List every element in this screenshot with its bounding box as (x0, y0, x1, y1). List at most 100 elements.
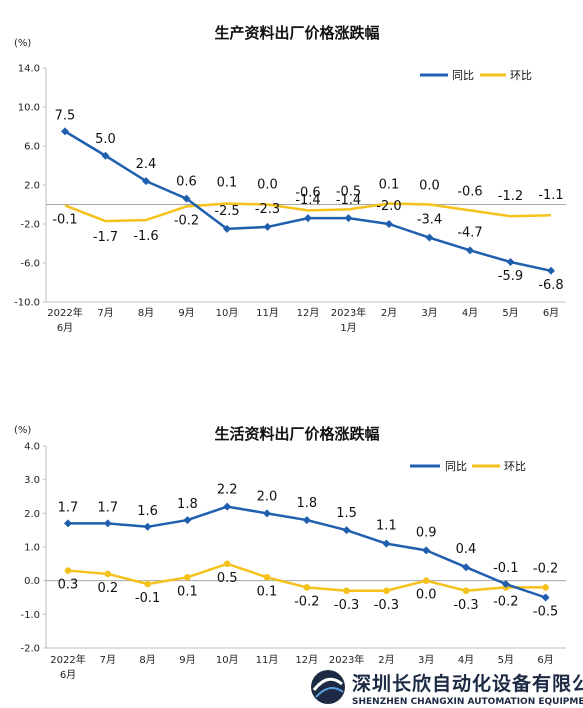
data-point-yoy (506, 258, 515, 267)
data-point-mom (383, 587, 390, 595)
data-point-yoy (263, 222, 272, 231)
data-label-yoy: 0.6 (176, 175, 197, 190)
data-point-yoy (142, 177, 150, 186)
x-tick-label: 1月 (340, 322, 356, 334)
y-axis-unit: (%) (14, 425, 31, 436)
plot-area: 4.0 3.0 2.0 1.0 0.0 -1.0 -2.0 2022年 6月 7月 8月 9月 10月 1… (20, 442, 566, 681)
data-point-yoy (425, 233, 434, 242)
data-label-mom: -0.1 (52, 212, 77, 227)
data-label-yoy: 7.5 (55, 108, 76, 123)
data-point-mom (223, 560, 231, 568)
x-tick-label: 2月 (378, 654, 394, 666)
data-label-yoy: -0.1 (493, 561, 518, 576)
data-point-mom (184, 574, 191, 581)
data-label-yoy: 1.1 (376, 519, 397, 534)
company-name-en: SHENZHEN CHANGXIN AUTOMATION EQUIPMENT C… (352, 697, 583, 707)
data-point-yoy (64, 519, 72, 528)
data-label-yoy: 1.7 (58, 500, 79, 515)
data-label-mom: 0.2 (97, 581, 118, 596)
x-tick-label: 4月 (458, 654, 474, 666)
x-tick-label: 6月 (543, 307, 559, 319)
y-tick-label: 3.0 (24, 475, 40, 486)
data-label-yoy: -4.7 (457, 225, 482, 240)
data-point-mom (343, 587, 350, 595)
data-label-mom: -0.1 (135, 591, 160, 606)
data-point-yoy (422, 546, 431, 555)
x-tick-label: 7月 (100, 654, 116, 666)
data-label-yoy: -2.3 (255, 202, 280, 217)
x-tick-label: 9月 (178, 307, 194, 319)
data-label-mom: -1.2 (498, 189, 523, 204)
x-tick-label: 2023年 (329, 653, 364, 666)
y-tick-label: 6.0 (24, 142, 40, 153)
data-point-mom (303, 584, 311, 591)
data-point-yoy (304, 214, 312, 223)
chart-title: 生活资料出厂价格涨跌幅 (214, 425, 379, 443)
data-label-mom: 0.1 (379, 178, 400, 193)
data-label-yoy: 2.4 (136, 157, 157, 172)
legend-label-yoy: 同比 (452, 69, 474, 82)
x-tick-label: 2022年 (47, 306, 82, 319)
legend-label-yoy: 同比 (445, 460, 467, 473)
legend: 同比 环比 (420, 69, 532, 82)
data-point-mom (263, 574, 271, 581)
x-tick-label: 6月 (60, 669, 76, 681)
data-point-yoy (143, 522, 152, 531)
data-label-yoy: -1.4 (336, 193, 361, 208)
data-label-mom: 0.0 (416, 588, 437, 603)
data-label-yoy: -6.8 (538, 278, 563, 293)
x-tick-label: 12月 (297, 307, 320, 319)
plot-area: 14.0 10.0 6.0 2.0 -2.0 -6.0 -10.0 2022年 6月 7月 8月 9月… (14, 64, 566, 334)
y-tick-label: 1.0 (24, 543, 40, 554)
x-tick-label: 2023年 (331, 306, 366, 319)
data-label-yoy: 1.5 (336, 506, 357, 521)
data-label-yoy: -2.5 (214, 204, 239, 219)
x-tick-label: 3月 (418, 654, 434, 666)
company-name-cn: 深圳长欣自动化设备有限公司 (352, 672, 583, 695)
data-label-yoy: 1.6 (137, 504, 158, 519)
x-tick-label: 5月 (502, 307, 518, 319)
x-tick-label: 10月 (216, 654, 239, 666)
data-label-yoy: 1.7 (97, 500, 118, 515)
data-label-mom: 0.3 (58, 578, 79, 593)
y-tick-label: -6.0 (20, 259, 40, 270)
x-tick-label: 2022年 (50, 653, 85, 666)
data-point-mom (104, 570, 112, 578)
data-label-mom: -1.1 (538, 188, 563, 203)
data-label-yoy: 5.0 (95, 132, 116, 147)
series-marks: 7.5 5.0 2.4 0.6 -2.5 -2.3 -1.4 -1.4 -2.0 -3.4 -4.7… (52, 108, 563, 292)
legend: 同比 环比 (410, 460, 526, 473)
data-label-mom: 0.1 (257, 584, 278, 599)
data-point-yoy (223, 502, 232, 511)
data-point-yoy (462, 563, 470, 572)
data-point-yoy (342, 526, 351, 535)
data-label-mom: -0.3 (334, 598, 359, 613)
data-label-mom: -1.6 (133, 229, 158, 244)
data-label-mom: -0.2 (294, 594, 319, 609)
x-tick-label: 6月 (537, 654, 553, 666)
x-tick-label: 5月 (498, 654, 514, 666)
data-label-mom: -0.2 (533, 561, 558, 576)
data-label-mom: -0.2 (493, 594, 518, 609)
data-point-yoy (385, 220, 393, 228)
data-label-mom: -1.7 (93, 230, 118, 245)
data-label-mom: 0.5 (217, 571, 238, 586)
y-tick-label: 2.0 (24, 509, 40, 520)
x-tick-label: 2月 (381, 307, 397, 319)
data-label-mom: 0.0 (419, 179, 440, 194)
data-label-yoy: -0.5 (533, 605, 558, 620)
data-label-mom: 0.1 (177, 584, 198, 599)
legend-label-mom: 环比 (504, 460, 526, 473)
y-tick-label: -2.0 (20, 644, 40, 655)
data-point-yoy (61, 127, 69, 136)
data-point-yoy (223, 224, 231, 233)
data-label-yoy: 2.0 (257, 489, 278, 504)
y-tick-label: -2.0 (20, 220, 40, 231)
data-label-mom: -0.6 (295, 185, 320, 200)
data-point-yoy (466, 246, 474, 255)
data-label-mom: 0.1 (217, 176, 238, 191)
data-label-yoy: 1.8 (296, 496, 317, 511)
x-tick-label: 12月 (295, 654, 318, 666)
x-tick-label: 11月 (256, 654, 279, 666)
